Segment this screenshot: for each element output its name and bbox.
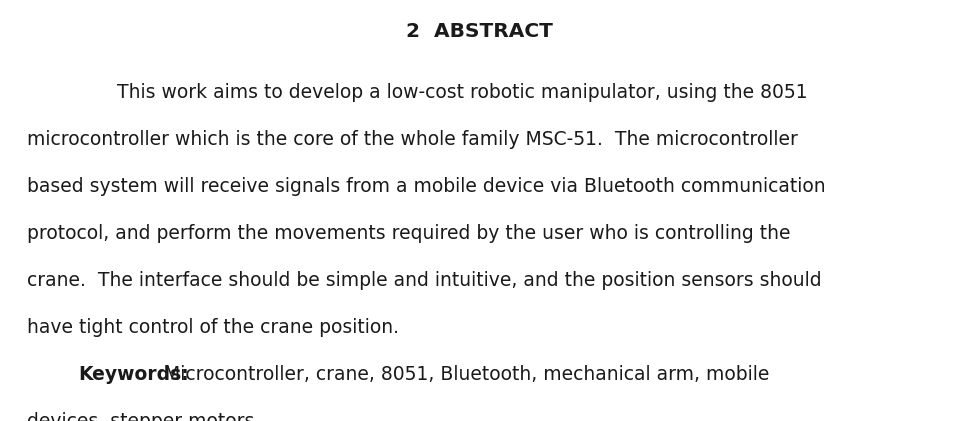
Text: Keywords:: Keywords: — [79, 365, 189, 384]
Text: protocol, and perform the movements required by the user who is controlling the: protocol, and perform the movements requ… — [27, 224, 790, 243]
Text: based system will receive signals from a mobile device via Bluetooth communicati: based system will receive signals from a… — [27, 177, 826, 196]
Text: microcontroller which is the core of the whole family MSC-51.  The microcontroll: microcontroller which is the core of the… — [27, 130, 798, 149]
Text: 2  ABSTRACT: 2 ABSTRACT — [406, 22, 553, 41]
Text: have tight control of the crane position.: have tight control of the crane position… — [27, 318, 399, 337]
Text: devices, stepper motors.: devices, stepper motors. — [27, 412, 260, 421]
Text: This work aims to develop a low-cost robotic manipulator, using the 8051: This work aims to develop a low-cost rob… — [117, 83, 807, 102]
Text: Microcontroller, crane, 8051, Bluetooth, mechanical arm, mobile: Microcontroller, crane, 8051, Bluetooth,… — [158, 365, 770, 384]
Text: crane.  The interface should be simple and intuitive, and the position sensors s: crane. The interface should be simple an… — [27, 271, 822, 290]
